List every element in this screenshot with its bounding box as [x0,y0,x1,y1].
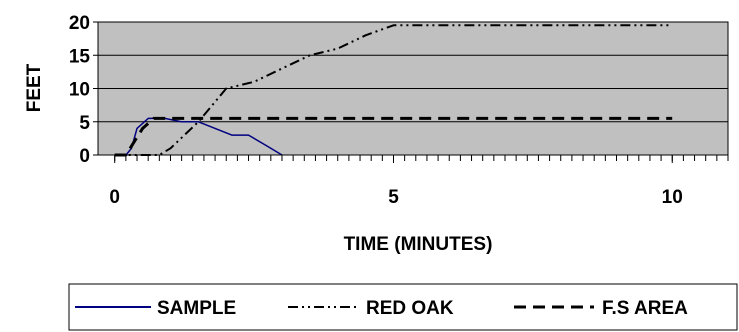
y-tick-label: 15 [69,46,91,67]
legend: SAMPLE RED OAK F.S AREA [68,283,738,331]
legend-label-sample: SAMPLE [157,298,236,319]
series-line-red-oak [114,24,673,156]
y-tick-label: 20 [69,13,90,34]
y-axis: 0 5 10 15 20 [69,13,98,167]
y-tick-label: 0 [79,146,90,167]
legend-label-fs-area: F.S AREA [602,298,688,319]
x-tick-label: 0 [109,187,120,208]
legend-box [68,283,738,331]
y-tick-label: 5 [79,113,90,134]
legend-label-red-oak: RED OAK [366,298,454,319]
gridlines [98,21,728,123]
y-axis-title: FEET [24,63,45,112]
y-tick-label: 10 [69,80,90,101]
x-axis-title: TIME (MINUTES) [344,234,493,255]
x-tick-label: 5 [388,187,399,208]
x-tick-label: 10 [662,187,683,208]
x-axis: 0 5 10 [98,154,729,208]
